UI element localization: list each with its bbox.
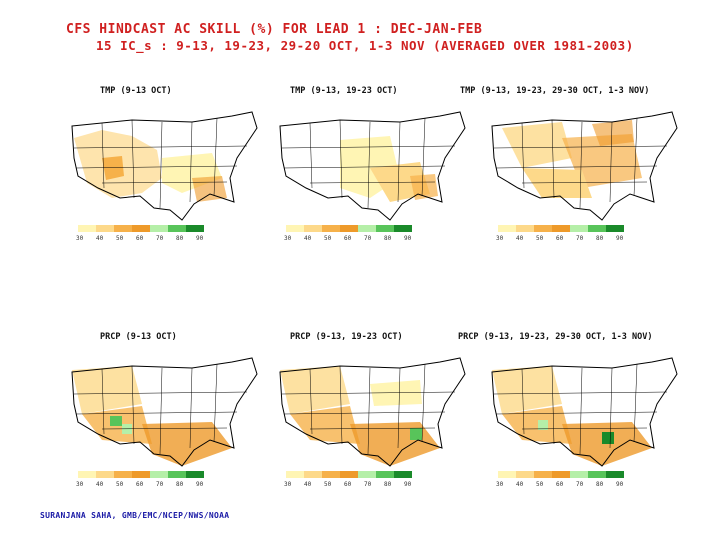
colorbar <box>498 471 624 478</box>
skill-shading <box>74 130 227 202</box>
panel-title: PRCP (9-13, 19-23, 29-30 OCT, 1-3 NOV) <box>458 332 653 342</box>
panel-prcp-2: PRCP (9-13, 19-23 OCT) 30 40 50 60 70 80 90 <box>270 332 490 497</box>
skill-shading <box>492 366 652 466</box>
page-subtitle: 15 IC_s : 9-13, 19-23, 29-20 OCT, 1-3 NO… <box>96 38 634 53</box>
us-map <box>279 111 466 221</box>
us-outline <box>491 357 678 467</box>
us-outline <box>279 357 466 467</box>
panel-tmp-3: TMP (9-13, 19-23, 29-30 OCT, 1-3 NOV) 30… <box>460 86 702 251</box>
state-lines <box>493 117 668 209</box>
colorbar <box>498 225 624 232</box>
colorbar <box>78 471 204 478</box>
us-outline <box>279 111 466 221</box>
us-map <box>491 357 678 467</box>
page-title: CFS HINDCAST AC SKILL (%) FOR LEAD 1 : D… <box>66 22 483 37</box>
skill-shading <box>280 366 440 466</box>
panel-title: TMP (9-13, 19-23, 29-30 OCT, 1-3 NOV) <box>460 86 650 96</box>
panel-tmp-2: TMP (9-13, 19-23 OCT) 30 40 50 60 70 80 90 <box>270 86 490 251</box>
panel-tmp-1: TMP (9-13 OCT) 30 40 50 60 70 80 90 <box>62 86 282 251</box>
panel-prcp-3: PRCP (9-13, 19-23, 29-30 OCT, 1-3 NOV) 3… <box>458 332 702 497</box>
skill-shading <box>72 366 232 466</box>
panel-title: TMP (9-13, 19-23 OCT) <box>290 86 398 96</box>
panel-title: TMP (9-13 OCT) <box>100 86 172 96</box>
us-map <box>71 357 258 467</box>
us-outline <box>491 111 678 221</box>
skill-shading <box>340 136 438 202</box>
credit-footer: SURANJANA SAHA, GMB/EMC/NCEP/NWS/NOAA <box>40 511 230 520</box>
state-lines <box>73 117 248 209</box>
us-map <box>71 111 258 221</box>
colorbar <box>78 225 204 232</box>
colorbar <box>286 225 412 232</box>
us-outline <box>71 357 258 467</box>
us-outline <box>71 111 258 221</box>
panel-title: PRCP (9-13 OCT) <box>100 332 177 342</box>
state-lines <box>281 363 456 455</box>
colorbar <box>286 471 412 478</box>
skill-shading <box>502 120 642 198</box>
panel-prcp-1: PRCP (9-13 OCT) 30 40 50 60 70 80 90 <box>62 332 282 497</box>
panel-title: PRCP (9-13, 19-23 OCT) <box>290 332 403 342</box>
us-map <box>279 357 466 467</box>
state-lines <box>281 117 456 209</box>
state-lines <box>493 363 668 455</box>
state-lines <box>73 363 248 455</box>
us-map <box>491 111 678 221</box>
